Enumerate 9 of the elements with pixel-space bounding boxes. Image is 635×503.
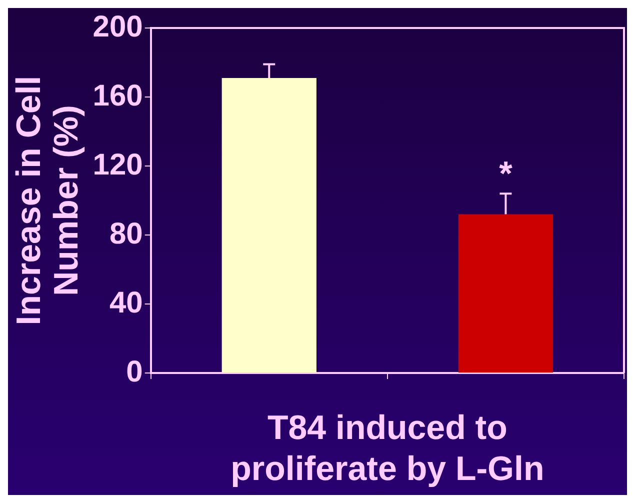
y-tick-label: 200 — [92, 10, 143, 44]
y-tick-label: 0 — [126, 355, 143, 388]
x-axis-title: T84 induced to proliferate by L-Gln — [230, 409, 544, 488]
y-tick-label: 80 — [109, 217, 143, 250]
y-tick-label: 120 — [92, 148, 143, 182]
y-tick-label: 160 — [92, 79, 143, 112]
annotation: * — [499, 154, 514, 193]
y-axis-title: Increase in Cell Number (%) — [10, 76, 86, 326]
y-tick-label: 40 — [109, 286, 143, 320]
